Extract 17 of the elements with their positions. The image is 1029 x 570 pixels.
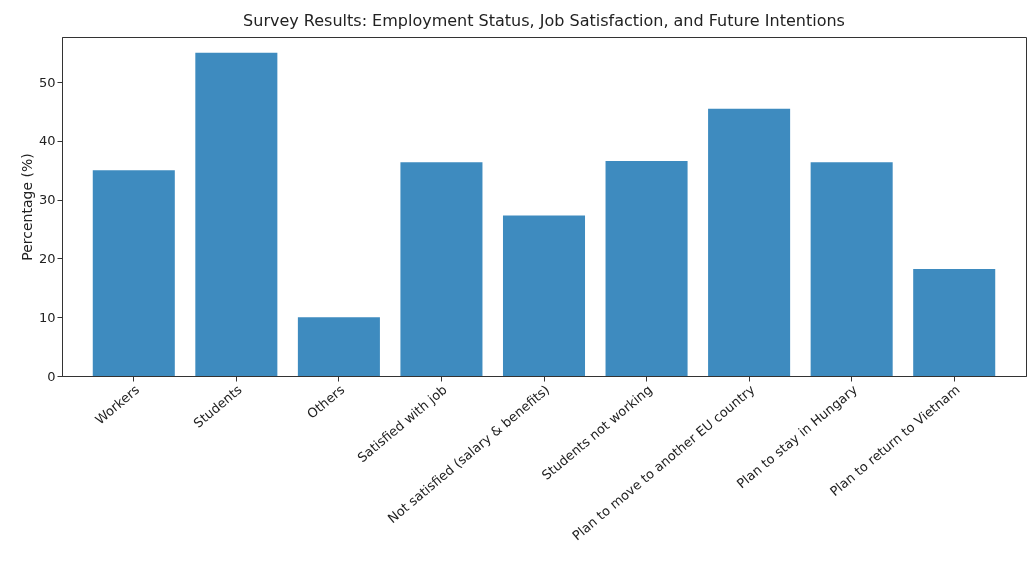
bar <box>502 215 586 376</box>
bar <box>605 160 688 376</box>
bar <box>400 162 483 376</box>
y-tick-label: 50 <box>38 74 56 90</box>
bar <box>810 162 893 376</box>
bar <box>195 52 278 376</box>
bar <box>297 317 380 376</box>
bar <box>913 269 996 376</box>
bar <box>92 170 175 376</box>
y-tick-label: 30 <box>38 192 56 208</box>
y-axis-title: Percentage (%) <box>18 153 35 261</box>
y-tick-label: 40 <box>38 133 56 149</box>
y-tick-label: 10 <box>38 309 56 325</box>
bar <box>708 108 791 376</box>
y-tick-label: 20 <box>38 251 56 266</box>
chart-title: Survey Results: Employment Status, Job Satisfaction, and Future Intentions <box>243 11 845 30</box>
y-tick-label: 0 <box>47 368 56 384</box>
